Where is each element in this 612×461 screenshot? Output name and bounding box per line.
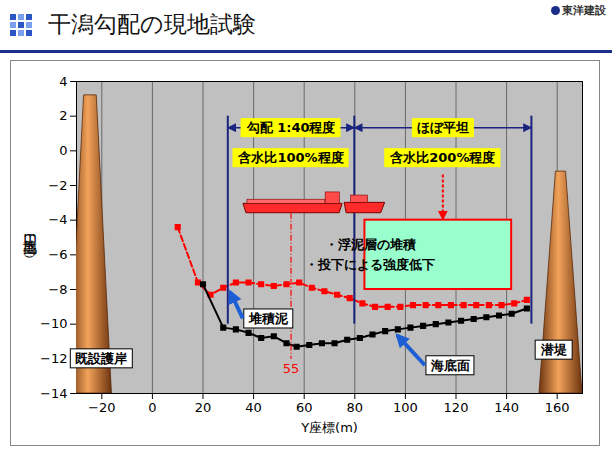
svg-text:−6: −6 — [48, 247, 67, 262]
svg-text:潜堤: 潜堤 — [540, 342, 567, 357]
svg-text:−12: −12 — [40, 351, 67, 366]
svg-text:160: 160 — [545, 400, 570, 415]
svg-text:20: 20 — [195, 400, 212, 415]
svg-text:4: 4 — [59, 74, 67, 89]
svg-text:−10: −10 — [40, 316, 67, 331]
svg-text:140: 140 — [494, 400, 519, 415]
svg-text:含水比100%程度: 含水比100%程度 — [237, 150, 343, 165]
svg-text:Y座標(m): Y座標(m) — [300, 420, 358, 435]
svg-text:80: 80 — [347, 400, 364, 415]
svg-text:120: 120 — [444, 400, 469, 415]
svg-text:100: 100 — [393, 400, 418, 415]
svg-text:−14: −14 — [40, 386, 67, 401]
svg-text:60: 60 — [296, 400, 313, 415]
svg-text:0: 0 — [59, 143, 67, 158]
svg-text:堆積泥: 堆積泥 — [248, 311, 289, 326]
svg-text:−4: −4 — [48, 212, 67, 227]
svg-text:地盤高（m）: 地盤高（m） — [22, 229, 38, 258]
svg-text:海底面: 海底面 — [430, 358, 470, 373]
svg-text:−20: −20 — [88, 400, 115, 415]
svg-text:ほぼ平坦: ほぼ平坦 — [417, 120, 469, 135]
svg-text:既設護岸: 既設護岸 — [75, 351, 127, 366]
svg-text:55: 55 — [283, 361, 300, 376]
svg-text:・投下による強度低下: ・投下による強度低下 — [305, 257, 435, 272]
svg-text:−8: −8 — [48, 282, 67, 297]
svg-text:含水比200%程度: 含水比200%程度 — [389, 150, 495, 165]
svg-text:40: 40 — [245, 400, 262, 415]
svg-text:2: 2 — [59, 108, 67, 123]
svg-text:−2: −2 — [48, 178, 67, 193]
html-text:東洋建設: 東洋建設 — [562, 4, 606, 17]
svg-text:勾配 1:40程度: 勾配 1:40程度 — [246, 120, 336, 135]
svg-text:・浮泥層の堆積: ・浮泥層の堆積 — [325, 237, 416, 252]
html-text:干潟勾配の現地試験: 干潟勾配の現地試験 — [48, 11, 256, 37]
svg-text:0: 0 — [148, 400, 156, 415]
